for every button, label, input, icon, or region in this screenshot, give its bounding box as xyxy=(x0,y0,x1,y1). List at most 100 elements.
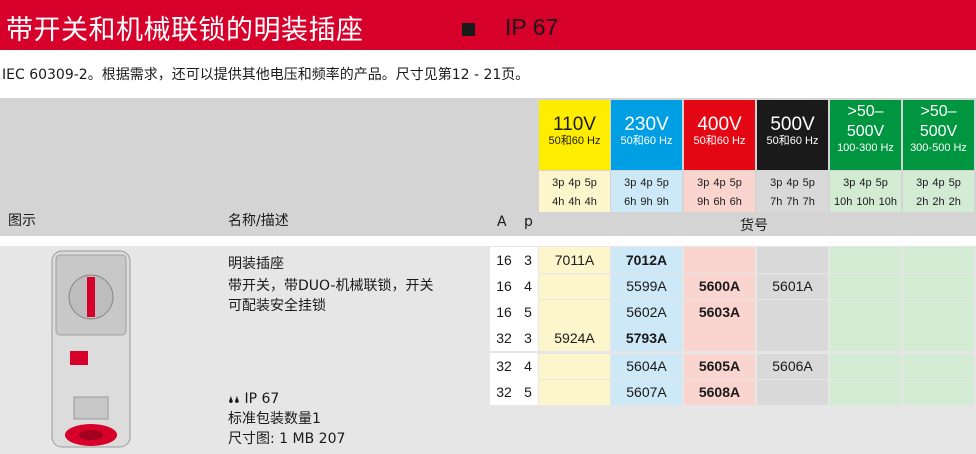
order-number-cell: 5607A xyxy=(611,380,682,405)
hour-position: 2h xyxy=(916,196,929,208)
order-number-cell xyxy=(830,325,901,351)
pin-count: 3p xyxy=(624,177,637,189)
pin-count: 3p xyxy=(697,177,710,189)
pin-count: 5p xyxy=(802,177,815,189)
pin-count: 4p xyxy=(713,177,726,189)
frequency-label: 100-300 Hz xyxy=(837,142,894,154)
amp-cell: 32 xyxy=(490,325,518,351)
pin-count: 5p xyxy=(729,177,742,189)
pin-labels: 3p 4p 5p xyxy=(539,174,610,193)
voltage-label: >50–500V xyxy=(846,103,885,140)
voltage-label: 230V xyxy=(624,114,669,135)
pin-count: 3p xyxy=(552,177,565,189)
order-number-cell: 5599A xyxy=(611,274,682,299)
pin-config-1: 3p 4p 5p 6h 9h 9h xyxy=(611,171,682,212)
hour-position: 6h xyxy=(729,196,742,208)
col-image-label: 图示 xyxy=(8,213,36,229)
pin-config-5: 3p 4p 5p 2h 2h 2h xyxy=(903,171,974,212)
pole-cell: 4 xyxy=(518,353,538,379)
hour-position: 10h xyxy=(833,196,853,208)
hour-position: 7h xyxy=(786,196,799,208)
order-number-cell: 5793A xyxy=(611,325,682,351)
pin-labels: 3p 4p 5p xyxy=(611,174,682,193)
hour-position: 2h xyxy=(948,196,961,208)
hour-position: 6h xyxy=(624,196,637,208)
pin-count: 5p xyxy=(656,177,669,189)
hour-position: 9h xyxy=(697,196,710,208)
voltage-header-1: 230V 50和60 Hz xyxy=(611,100,682,170)
pin-count: 3p xyxy=(843,177,856,189)
hour-position: 2h xyxy=(932,196,945,208)
hour-labels: 6h 9h 9h xyxy=(611,193,682,212)
pin-config-3: 3p 4p 5p 7h 7h 7h xyxy=(757,171,828,212)
pin-config-2: 3p 4p 5p 9h 6h 6h xyxy=(684,171,755,212)
voltage-label: 400V xyxy=(697,114,742,135)
pole-cell: 3 xyxy=(518,325,538,351)
hour-position: 9h xyxy=(640,196,653,208)
voltage-header-4: >50–500V 100-300 Hz xyxy=(830,100,901,170)
subtitle: IEC 60309-2。根据需求，还可以提供其他电压和频率的产品。尺寸见第12 … xyxy=(2,67,530,83)
order-number-cell xyxy=(539,300,610,325)
product-name: 明装插座 xyxy=(228,256,284,272)
pin-labels: 3p 4p 5p xyxy=(830,174,901,193)
voltage-header-0: 110V 50和60 Hz xyxy=(539,100,610,170)
pin-count: 3p xyxy=(770,177,783,189)
square-icon xyxy=(462,23,475,36)
pole-cell: 5 xyxy=(518,299,538,325)
voltage-label: 110V xyxy=(553,114,596,135)
pole-cell: 4 xyxy=(518,273,538,299)
order-number-cell: 5603A xyxy=(684,300,755,325)
product-desc-1: 带开关，带DUO-机械联锁，开关 xyxy=(228,278,434,294)
hour-labels: 9h 6h 6h xyxy=(684,193,755,212)
hour-position: 4h xyxy=(552,196,565,208)
order-number-cell xyxy=(830,354,901,379)
amp-cell: 16 xyxy=(490,299,518,325)
frequency-label: 50和60 Hz xyxy=(548,135,601,147)
order-number-cell xyxy=(903,325,974,351)
pin-count: 5p xyxy=(875,177,888,189)
frequency-label: 300-500 Hz xyxy=(910,142,967,154)
pin-count: 4p xyxy=(568,177,581,189)
col-order-label: 货号 xyxy=(740,218,768,234)
order-number-cell xyxy=(830,380,901,405)
frequency-label: 50和60 Hz xyxy=(620,135,673,147)
order-number-cell: 7011A xyxy=(539,247,610,273)
order-number-cell xyxy=(684,247,755,273)
order-number-cell xyxy=(903,300,974,325)
order-number-cell xyxy=(539,354,610,379)
order-number-cell xyxy=(684,325,755,351)
order-number-cell: 5600A xyxy=(684,274,755,299)
hour-labels: 4h 4h 4h xyxy=(539,193,610,212)
pole-cell: 5 xyxy=(518,379,538,405)
water-drops-icon: 🌢🌢 xyxy=(228,395,240,406)
hour-position: 4h xyxy=(584,196,597,208)
voltage-header-2: 400V 50和60 Hz xyxy=(684,100,755,170)
order-number-cell xyxy=(830,247,901,273)
product-ip: 🌢🌢 IP 67 xyxy=(228,391,280,407)
order-number-cell xyxy=(757,380,828,405)
pin-labels: 3p 4p 5p xyxy=(684,174,755,193)
product-desc-2: 可配装安全挂锁 xyxy=(228,298,326,314)
order-number-cell: 5924A xyxy=(539,325,610,351)
table-bottom-spacer xyxy=(539,406,976,454)
pin-count: 4p xyxy=(640,177,653,189)
amp-cell: 32 xyxy=(490,379,518,405)
col-a-label: A xyxy=(497,214,507,230)
voltage-label: 500V xyxy=(770,114,815,135)
frequency-label: 50和60 Hz xyxy=(766,135,819,147)
hour-position: 10h xyxy=(878,196,898,208)
order-number-cell: 7012A xyxy=(611,247,682,273)
amp-cell: 32 xyxy=(490,353,518,379)
amp-cell: 16 xyxy=(490,247,518,273)
order-number-cell xyxy=(903,380,974,405)
pin-count: 5p xyxy=(948,177,961,189)
order-number-cell xyxy=(757,300,828,325)
voltage-header-5: >50–500V 300-500 Hz xyxy=(903,100,974,170)
order-number-cell xyxy=(830,274,901,299)
product-dim: 尺寸图: 1 MB 207 xyxy=(228,431,346,447)
hour-labels: 10h 10h 10h xyxy=(830,193,901,212)
order-number-cell: 5606A xyxy=(757,354,828,379)
hour-position: 9h xyxy=(656,196,669,208)
pin-count: 4p xyxy=(932,177,945,189)
voltage-header-3: 500V 50和60 Hz xyxy=(757,100,828,170)
